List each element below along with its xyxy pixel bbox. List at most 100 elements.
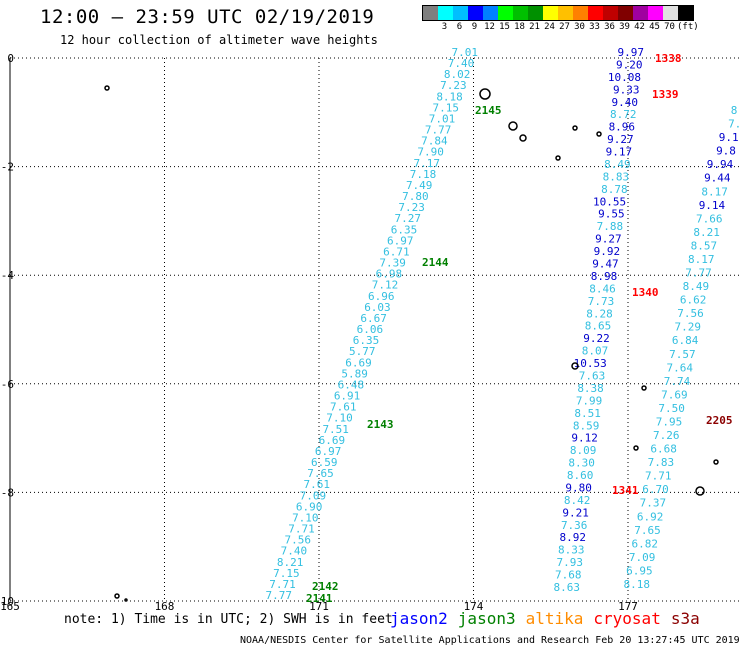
island-shape bbox=[104, 85, 110, 91]
footer-credit: NOAA/NESDIS Center for Satellite Applica… bbox=[240, 635, 740, 646]
colorbar-tick: 15 bbox=[499, 22, 510, 32]
wave-height-value: 7.10 bbox=[292, 511, 319, 524]
colorbar-tick-labels: 3 6 9 12 15 18 21 24 27 30 33 36 39 42 45 70 (ft) bbox=[422, 22, 699, 32]
pass-label: 2145 bbox=[475, 104, 502, 117]
wave-height-value: 9.94 bbox=[707, 158, 734, 171]
wave-height-value: 6.67 bbox=[360, 312, 387, 325]
wave-height-value: 7.99 bbox=[576, 394, 603, 407]
wave-height-value: 7.73 bbox=[588, 295, 615, 308]
wave-height-value: 8.21 bbox=[693, 226, 720, 239]
wave-height-value: 8.02 bbox=[444, 68, 471, 81]
colorbar-swatch bbox=[423, 6, 438, 20]
wave-height-value: 6.92 bbox=[637, 510, 664, 523]
colorbar-swatch bbox=[573, 6, 588, 20]
pass-label: 2143 bbox=[367, 418, 394, 431]
wave-height-value: 7.27 bbox=[395, 212, 422, 225]
colorbar-swatch bbox=[603, 6, 618, 20]
wave-height-value: 7.93 bbox=[556, 556, 583, 569]
wave-height-value: 7.40 bbox=[448, 57, 475, 70]
colorbar-swatch bbox=[558, 6, 573, 20]
wave-height-value: 6.90 bbox=[296, 500, 323, 513]
wave-height-value: 7. bbox=[728, 118, 740, 131]
wave-height-value: 7.71 bbox=[269, 578, 296, 591]
legend-jason2: jason2 bbox=[390, 609, 448, 628]
wave-height-value: 8.49 bbox=[604, 158, 631, 171]
x-tick-label: 177 bbox=[618, 600, 638, 613]
wave-height-value: 7.61 bbox=[330, 401, 357, 414]
wave-height-value: 7.49 bbox=[406, 179, 433, 192]
wave-height-value: 7.77 bbox=[425, 124, 452, 137]
wave-height-value: 8.83 bbox=[603, 170, 630, 183]
wave-height-value: 6.97 bbox=[387, 234, 414, 247]
y-tick-label: -10 bbox=[0, 595, 14, 608]
pass-label: 1340 bbox=[632, 286, 659, 299]
wave-height-value: 7.63 bbox=[579, 369, 606, 382]
wave-height-value: 7.18 bbox=[410, 168, 437, 181]
wave-height-value: 9.14 bbox=[699, 199, 726, 212]
wave-height-value: 7.77 bbox=[266, 589, 293, 602]
wave-height-value: 7.39 bbox=[379, 257, 406, 270]
legend-altika: altika bbox=[525, 609, 584, 628]
wave-height-value: 9.27 bbox=[595, 233, 622, 246]
wave-height-value: 6.68 bbox=[650, 443, 677, 456]
wave-height-value: 7.65 bbox=[634, 524, 661, 537]
wave-height-value: 7.64 bbox=[666, 361, 693, 374]
wave-height-value: 6.35 bbox=[353, 334, 380, 347]
colorbar-swatch bbox=[498, 6, 513, 20]
wave-height-value: 7.77 bbox=[685, 267, 712, 280]
wave-height-value: 6.91 bbox=[334, 390, 361, 403]
colorbar-swatch bbox=[438, 6, 453, 20]
pass-label: 1338 bbox=[655, 52, 682, 65]
x-tick-label: 171 bbox=[309, 600, 329, 613]
colorbar-tick: 18 bbox=[514, 22, 525, 32]
colorbar-swatch bbox=[678, 6, 693, 20]
wave-height-value: 7.56 bbox=[677, 307, 704, 320]
wave-height-value: 8.38 bbox=[577, 382, 604, 395]
colorbar-swatch bbox=[663, 6, 678, 20]
wave-height-value: 9.1 bbox=[719, 131, 739, 144]
island-shape bbox=[596, 131, 602, 137]
legend-s3a: s3a bbox=[670, 609, 700, 628]
wave-height-value: 8.60 bbox=[567, 469, 594, 482]
wave-height-value: 6.69 bbox=[345, 356, 372, 369]
wave-height-value: 7.84 bbox=[421, 135, 448, 148]
wave-height-value: 10.53 bbox=[574, 357, 607, 370]
island-shape bbox=[713, 459, 719, 465]
wave-height-value: 8.28 bbox=[586, 307, 613, 320]
wave-height-value: 8.51 bbox=[574, 407, 601, 420]
wave-height-value: 7.37 bbox=[640, 497, 667, 510]
footer-note: note: 1) Time is in UTC; 2) SWH is in fe… bbox=[64, 612, 393, 627]
wave-height-value: 9.21 bbox=[562, 506, 589, 519]
x-tick-label: 165 bbox=[0, 600, 20, 613]
wave-height-value: 7.01 bbox=[429, 112, 456, 125]
colorbar-tick: 30 bbox=[574, 22, 585, 32]
wave-height-value: 6.96 bbox=[368, 290, 395, 303]
colorbar-swatch bbox=[588, 6, 603, 20]
wave-height-value: 8.17 bbox=[688, 253, 715, 266]
wave-height-value: 7.95 bbox=[656, 415, 683, 428]
island-shape bbox=[519, 134, 527, 142]
wave-height-value: 9.8 bbox=[716, 145, 736, 158]
wave-height-value: 7.65 bbox=[307, 467, 334, 480]
y-tick-label: 0 bbox=[7, 52, 14, 65]
wave-height-value: 6.03 bbox=[364, 301, 391, 314]
wave-height-value: 8.17 bbox=[701, 185, 728, 198]
island-shape bbox=[508, 121, 518, 131]
legend-jason3: jason3 bbox=[457, 609, 516, 628]
colorbar-tick: 27 bbox=[559, 22, 570, 32]
wave-height-value: 7.23 bbox=[440, 79, 467, 92]
colorbar-tick: 70 bbox=[664, 22, 675, 32]
wave-height-value: 9.17 bbox=[606, 146, 633, 159]
wave-height-value: 8.21 bbox=[277, 556, 304, 569]
wave-height-value: 7.29 bbox=[675, 321, 702, 334]
wave-height-value: 8.59 bbox=[573, 419, 600, 432]
wave-height-value: 8.49 bbox=[683, 280, 710, 293]
satellite-legend: jason2 jason3 altika cryosat s3a bbox=[390, 609, 710, 628]
wave-height-value: 10.55 bbox=[593, 195, 626, 208]
wave-height-value: 8.57 bbox=[691, 239, 718, 252]
wave-height-value: 8.09 bbox=[570, 444, 597, 457]
colorbar-tick: 33 bbox=[589, 22, 600, 32]
wave-height-value: 7.10 bbox=[326, 412, 353, 425]
wave-height-value: 7.12 bbox=[372, 279, 399, 292]
